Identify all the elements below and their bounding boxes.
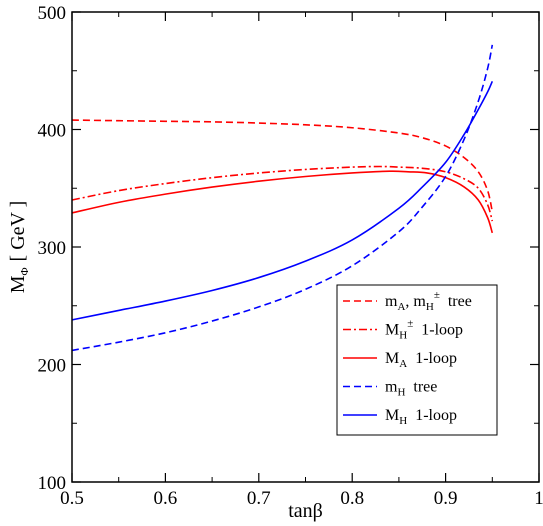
legend-label-1: mA, mH± tree [385, 289, 472, 313]
x-axis-label: tanβ [288, 500, 323, 522]
y-axis-label: MΦ[ GeV ] [7, 201, 31, 294]
x-tick-label: 0.7 [247, 488, 271, 509]
legend: mA, mH± tree MH± 1-loop MA 1-loop mH tree MH 1-lo… [336, 284, 498, 436]
legend-label-4: mH tree [385, 379, 437, 399]
series-line-4 [71, 44, 494, 352]
y-tick-label: 400 [38, 121, 67, 142]
x-tick-label: 0.5 [60, 488, 84, 509]
legend-label-2: MH± 1-loop [385, 318, 463, 342]
y-tick-label: 100 [38, 473, 67, 494]
legend-label-3: MA 1-loop [385, 350, 457, 370]
legend-box [336, 284, 498, 436]
series-curves [71, 44, 494, 352]
x-tick-label: 1 [534, 488, 543, 509]
axis-ticks [71, 11, 540, 483]
series-line-2 [71, 165, 494, 222]
y-tick-label: 500 [38, 3, 67, 24]
x-tick-label: 0.9 [434, 488, 458, 509]
x-tick-label: 0.6 [154, 488, 178, 509]
legend-label-5: MH 1-loop [385, 407, 457, 427]
series-line-3 [71, 170, 494, 234]
x-tick-label: 0.8 [340, 488, 364, 509]
y-tick-label: 300 [38, 238, 67, 259]
tick-labels: 0.5 0.6 0.7 0.8 0.9 1 100 200 300 400 500 [38, 3, 543, 509]
y-tick-label: 200 [38, 356, 67, 377]
series-line-5 [71, 81, 494, 321]
